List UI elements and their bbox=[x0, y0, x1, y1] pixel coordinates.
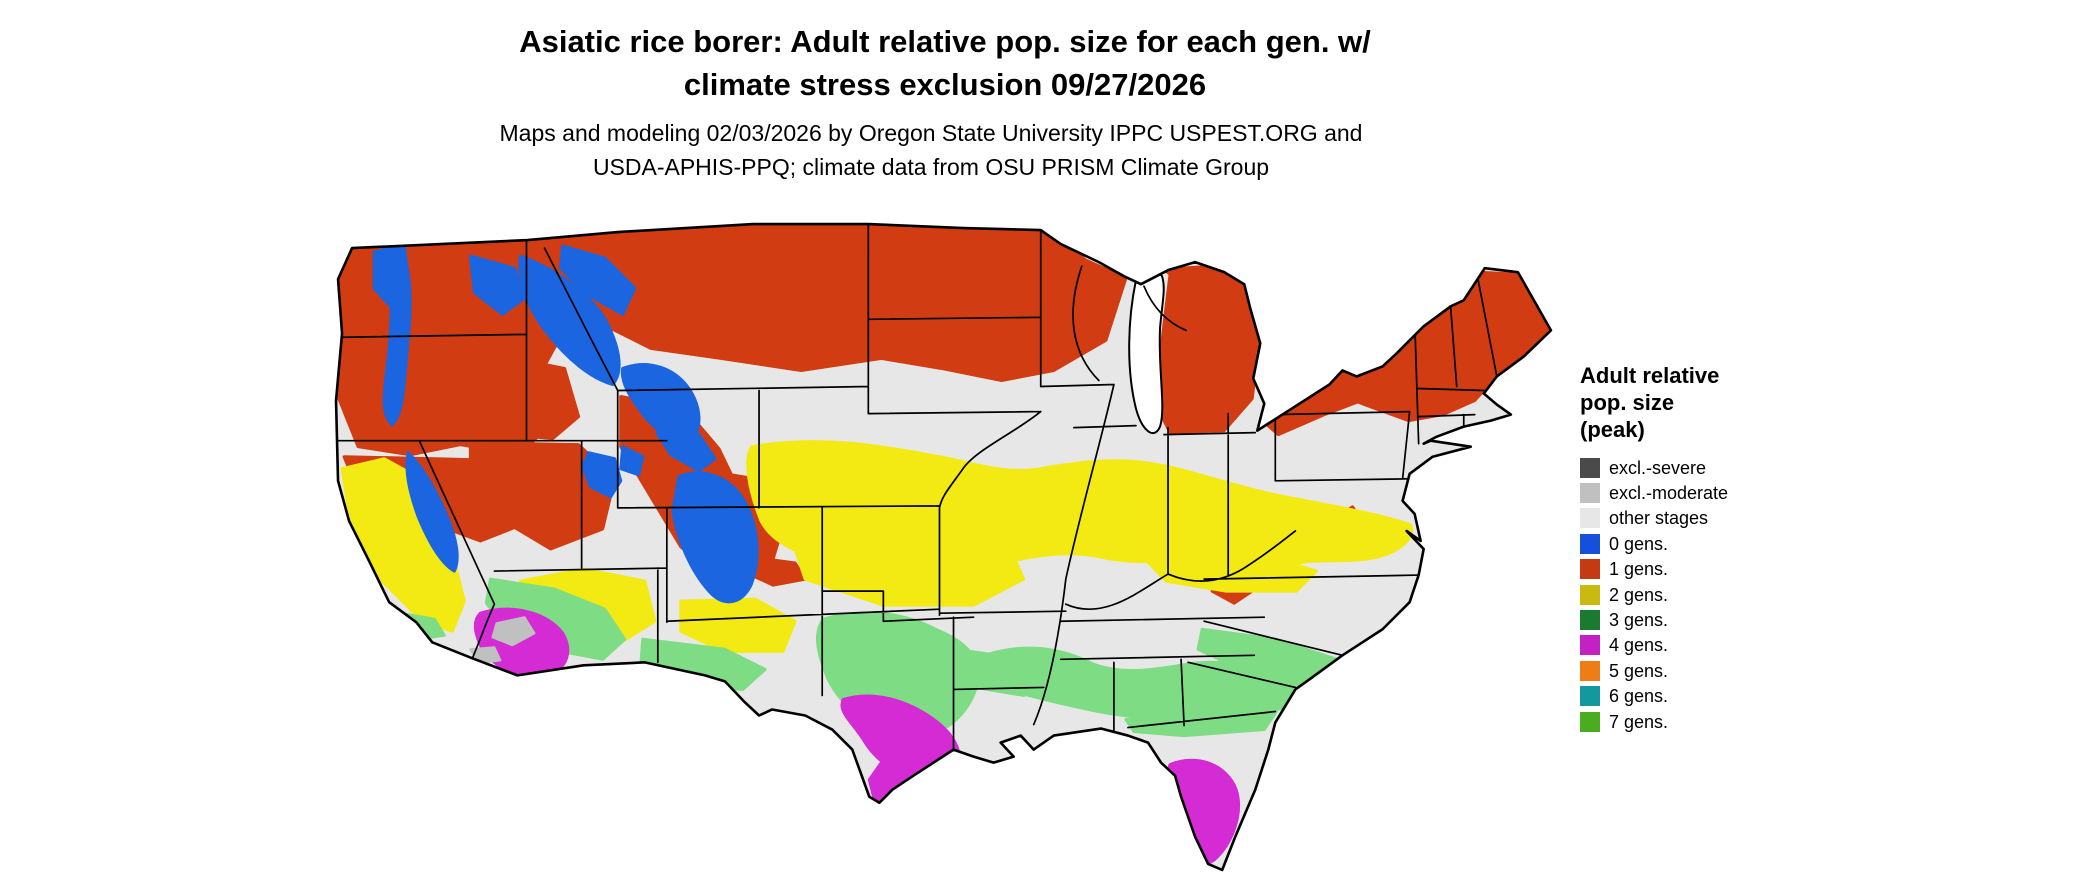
map-region-excl-moderate-layer bbox=[469, 616, 536, 665]
legend-item-label: 1 gens. bbox=[1609, 559, 1669, 580]
legend-item: 2 gens. bbox=[1580, 582, 1840, 607]
legend-item-label: other stages bbox=[1609, 508, 1709, 529]
map-title-line1: Asiatic rice borer: Adult relative pop. … bbox=[519, 24, 1371, 59]
legend-item-label: 5 gens. bbox=[1609, 660, 1669, 681]
legend-swatch bbox=[1580, 584, 1600, 605]
us-map bbox=[322, 218, 1565, 880]
legend-swatch bbox=[1580, 457, 1600, 478]
legend-swatch bbox=[1580, 483, 1600, 504]
state-borders bbox=[336, 224, 1498, 751]
legend-title-line2: pop. size bbox=[1580, 390, 1675, 415]
legend-item: 4 gens. bbox=[1580, 633, 1840, 658]
legend-item-label: 2 gens. bbox=[1609, 584, 1669, 605]
legend-item-label: 4 gens. bbox=[1609, 635, 1669, 656]
map-region-0gen-layer bbox=[372, 244, 759, 604]
lake-michigan bbox=[1128, 268, 1165, 434]
map-subtitle-line1: Maps and modeling 02/03/2026 by Oregon S… bbox=[499, 120, 1363, 146]
legend-swatch bbox=[1580, 610, 1600, 631]
legend-item: excl.-moderate bbox=[1580, 480, 1840, 505]
legend-item: 5 gens. bbox=[1580, 658, 1840, 683]
legend-item: 3 gens. bbox=[1580, 607, 1840, 632]
map-subtitle: Maps and modeling 02/03/2026 by Oregon S… bbox=[0, 116, 1862, 184]
legend-item: other stages bbox=[1580, 506, 1840, 531]
legend-swatch bbox=[1580, 711, 1600, 732]
legend-title-line1: Adult relative bbox=[1580, 363, 1720, 388]
legend-item-label: 6 gens. bbox=[1609, 686, 1669, 707]
legend-item-label: excl.-moderate bbox=[1609, 483, 1729, 504]
legend-swatch bbox=[1580, 508, 1600, 529]
legend-item-label: 0 gens. bbox=[1609, 533, 1669, 554]
legend: Adult relative pop. size (peak) excl.-se… bbox=[1580, 362, 1840, 734]
legend-item: 7 gens. bbox=[1580, 709, 1840, 734]
map-title-line2: climate stress exclusion 09/27/2026 bbox=[683, 67, 1207, 102]
legend-item-label: 7 gens. bbox=[1609, 711, 1669, 732]
legend-item-label: 3 gens. bbox=[1609, 610, 1669, 631]
legend-title-line3: (peak) bbox=[1580, 417, 1645, 442]
legend-item-label: excl.-severe bbox=[1609, 457, 1707, 478]
legend-title: Adult relative pop. size (peak) bbox=[1580, 362, 1840, 443]
legend-swatch bbox=[1580, 533, 1600, 554]
legend-item: 6 gens. bbox=[1580, 684, 1840, 709]
legend-item: 1 gens. bbox=[1580, 557, 1840, 582]
legend-swatch bbox=[1580, 559, 1600, 580]
map-title: Asiatic rice borer: Adult relative pop. … bbox=[0, 20, 1890, 106]
legend-swatch bbox=[1580, 660, 1600, 681]
us-map-svg bbox=[334, 222, 1553, 872]
legend-swatch bbox=[1580, 686, 1600, 707]
us-outline bbox=[334, 222, 1553, 872]
legend-item: 0 gens. bbox=[1580, 531, 1840, 556]
legend-item: excl.-severe bbox=[1580, 455, 1840, 480]
legend-swatch bbox=[1580, 635, 1600, 656]
map-subtitle-line2: USDA-APHIS-PPQ; climate data from OSU PR… bbox=[592, 154, 1270, 180]
legend-items: excl.-severe excl.-moderate other stages… bbox=[1580, 455, 1840, 734]
